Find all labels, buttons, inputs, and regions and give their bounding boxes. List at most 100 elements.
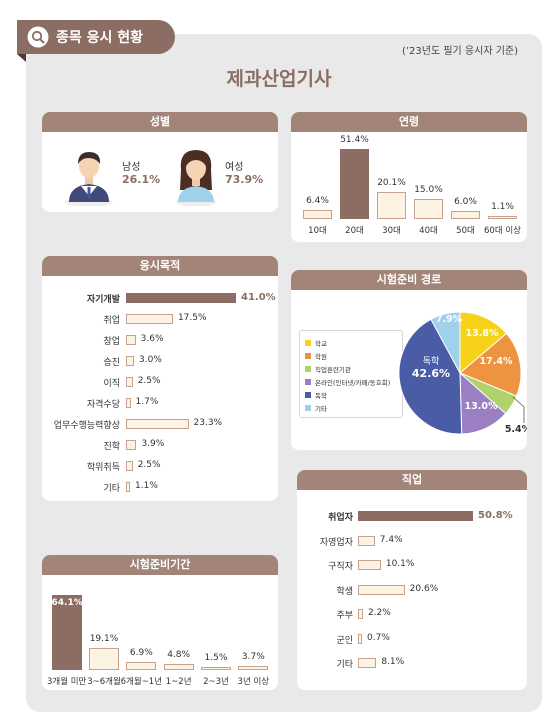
route-legend-label: 온라인(인터넷/카페/동호회) <box>315 379 391 387</box>
purpose-category-label: 취업 <box>103 316 120 326</box>
section-tag: 종목 응시 현황 <box>17 20 175 54</box>
gender-panel-title: 성별 <box>42 112 278 132</box>
job-category-label: 학생 <box>336 586 353 597</box>
route-value-label: 7.9% <box>436 314 463 325</box>
route-legend-swatch <box>305 379 311 385</box>
age-panel: 연령 6.4% 10대 51.4% 20대 20.1% 30대 15.0% 40대 6.0% 50… <box>291 112 527 242</box>
purpose-value-label: 41.0% <box>241 292 276 303</box>
route-leader-line <box>512 396 525 423</box>
job-category-label: 자영업자 <box>319 537 353 548</box>
job-value-label: 0.7% <box>367 632 390 643</box>
period-value-label: 6.9% <box>129 647 153 658</box>
purpose-bar <box>126 440 137 450</box>
route-value-label: 17.4% <box>480 356 513 367</box>
period-panel: 시험준비기간 64.1% 3개월 미만 19.1% 3~6개월 6.9% 6개월~1년 4.… <box>42 555 278 690</box>
purpose-value-label: 2.5% <box>137 460 161 470</box>
age-bar <box>488 216 517 219</box>
period-category-label: 3개월 미만 <box>46 677 87 687</box>
route-value-label: 42.6% <box>412 367 450 380</box>
age-category-label: 50대 <box>456 226 475 236</box>
purpose-bar <box>126 335 136 345</box>
purpose-panel: 응시목적 자기개발 41.0% 취업 17.5% 창업 3.6% 승진 3.0% 이직 2.5% 자… <box>42 256 278 501</box>
job-category-label: 주부 <box>336 611 353 621</box>
period-panel-title: 시험준비기간 <box>42 555 278 575</box>
route-legend-item: 학원 <box>305 351 327 361</box>
period-category-label: 6개월~1년 <box>120 677 163 687</box>
period-value-label: 19.1% <box>89 633 119 644</box>
job-value-label: 10.1% <box>385 559 415 569</box>
route-pie-slice <box>459 332 522 397</box>
job-value-label: 8.1% <box>381 657 405 667</box>
purpose-category-label: 승진 <box>103 358 120 368</box>
job-bar <box>358 633 362 644</box>
period-category-label: 3~6개월 <box>87 677 121 687</box>
search-icon <box>27 26 49 48</box>
route-legend-label: 기타 <box>315 405 327 413</box>
route-value-label: 13.0% <box>465 401 498 412</box>
route-pie-chart: 13.8% 17.4% 5.4% 13.0% 42.6% 7.9% 독학 <box>398 311 527 435</box>
age-value-label: 6.0% <box>454 196 477 207</box>
job-bar <box>358 535 375 546</box>
route-legend-label: 직업훈련기관 <box>315 366 351 374</box>
period-value-label: 4.8% <box>167 650 191 661</box>
purpose-bar <box>126 398 131 408</box>
route-pie-slice <box>430 311 461 374</box>
purpose-category-label: 학위취득 <box>86 463 120 473</box>
purpose-category-label: 자격수당 <box>86 400 120 410</box>
job-value-label: 20.6% <box>409 583 439 594</box>
route-panel-title: 시험준비 경로 <box>291 270 527 290</box>
purpose-bar <box>126 419 189 429</box>
gender-panel: 성별 남성 26.1% 여성 73.9% <box>42 112 278 212</box>
job-panel: 직업 취업자 50.8% 자영업자 7.4% 구직자 10.1% 학생 20.6% 주부 2.2%… <box>297 470 527 690</box>
age-value-label: 51.4% <box>340 135 369 145</box>
period-value-label: 3.7% <box>241 651 265 662</box>
age-value-label: 15.0% <box>414 184 443 195</box>
purpose-bar <box>126 356 135 366</box>
route-pie-slice <box>459 311 508 375</box>
age-value-label: 20.1% <box>377 177 406 188</box>
route-legend-swatch <box>305 340 311 346</box>
period-bar <box>51 595 82 670</box>
job-value-label: 2.2% <box>367 608 391 618</box>
age-category-label: 40대 <box>419 226 438 236</box>
age-bar <box>340 149 369 219</box>
tag-fold <box>17 54 26 62</box>
purpose-value-label: 1.7% <box>135 397 159 407</box>
period-category-label: 3년 이상 <box>237 677 270 687</box>
period-category-label: 1~2년 <box>165 677 192 687</box>
purpose-bar <box>126 482 130 492</box>
age-category-label: 60대 이상 <box>484 226 521 236</box>
purpose-value-label: 23.3% <box>193 418 223 428</box>
job-bar <box>358 658 377 668</box>
age-bar <box>414 198 443 219</box>
job-bar <box>358 511 473 521</box>
route-legend-swatch <box>305 392 311 398</box>
job-bar <box>358 609 363 619</box>
purpose-value-label: 2.5% <box>137 376 161 386</box>
section-tag-label: 종목 응시 현황 <box>56 30 144 46</box>
route-legend-swatch <box>305 405 311 411</box>
age-value-label: 1.1% <box>491 202 514 212</box>
purpose-bar <box>126 461 133 471</box>
page-title: 제과산업기사 <box>226 68 332 90</box>
job-category-label: 군인 <box>336 635 353 646</box>
period-bar <box>88 647 120 670</box>
age-bar <box>377 191 406 219</box>
route-legend-label: 학교 <box>315 340 327 348</box>
period-bar <box>126 661 157 670</box>
age-category-label: 30대 <box>382 226 401 236</box>
route-value-label: 13.8% <box>466 328 499 339</box>
route-legend-label: 독학 <box>315 392 327 400</box>
male-label: 남성 <box>122 162 141 173</box>
route-legend-swatch <box>305 366 311 372</box>
route-value-label: 5.4% <box>505 424 527 435</box>
purpose-category-label: 업무수행능력향상 <box>53 421 120 431</box>
age-category-label: 20대 <box>345 226 364 236</box>
purpose-value-label: 1.1% <box>135 481 158 491</box>
period-value-label: 64.1% <box>51 598 83 608</box>
male-value: 26.1% <box>122 173 161 186</box>
source-note: (’23년도 필기 응시자 기준) <box>401 46 518 57</box>
job-bar <box>358 584 405 595</box>
age-bar <box>451 210 480 219</box>
